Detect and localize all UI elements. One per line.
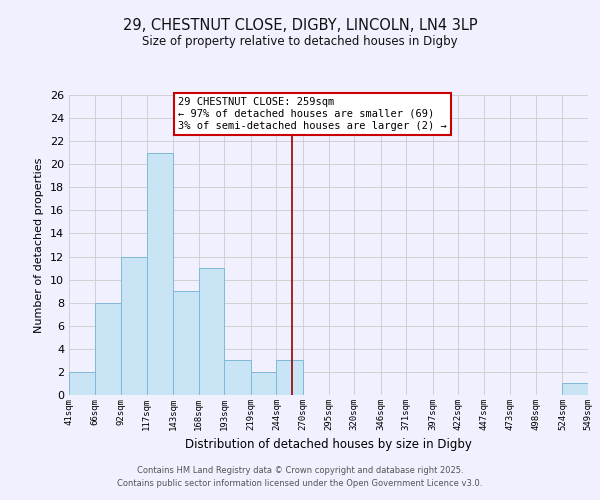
Text: 29, CHESTNUT CLOSE, DIGBY, LINCOLN, LN4 3LP: 29, CHESTNUT CLOSE, DIGBY, LINCOLN, LN4 …: [122, 18, 478, 32]
Text: Size of property relative to detached houses in Digby: Size of property relative to detached ho…: [142, 35, 458, 48]
X-axis label: Distribution of detached houses by size in Digby: Distribution of detached houses by size …: [185, 438, 472, 452]
Bar: [277, 360, 303, 395]
Bar: [199, 268, 224, 395]
Bar: [251, 372, 277, 395]
Text: Contains HM Land Registry data © Crown copyright and database right 2025.
Contai: Contains HM Land Registry data © Crown c…: [118, 466, 482, 487]
Bar: [121, 256, 146, 395]
Y-axis label: Number of detached properties: Number of detached properties: [34, 158, 44, 332]
Bar: [146, 152, 173, 395]
Bar: [69, 372, 95, 395]
Bar: [562, 384, 588, 395]
Bar: [224, 360, 251, 395]
Bar: [95, 302, 121, 395]
Bar: [173, 291, 199, 395]
Text: 29 CHESTNUT CLOSE: 259sqm
← 97% of detached houses are smaller (69)
3% of semi-d: 29 CHESTNUT CLOSE: 259sqm ← 97% of detac…: [178, 98, 447, 130]
